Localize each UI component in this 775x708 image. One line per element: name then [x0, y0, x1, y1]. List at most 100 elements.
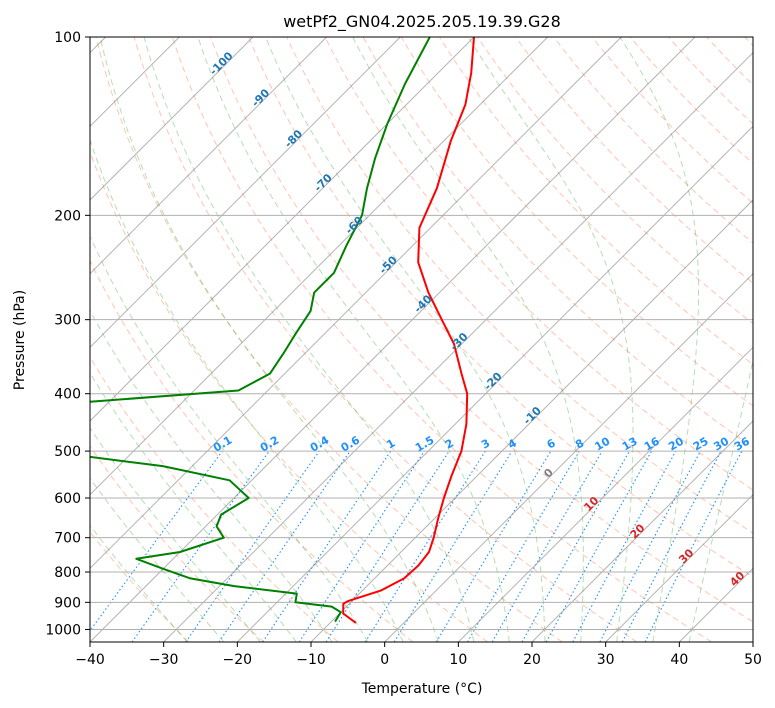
- mixing-ratio-label: 6: [545, 436, 558, 451]
- moist-adiabat: [90, 524, 188, 642]
- dry-adiabat: [744, 37, 753, 47]
- wet-bulb-label: 20: [628, 521, 648, 541]
- background-lines: [90, 37, 753, 642]
- x-tick-label: −30: [149, 652, 179, 668]
- isotherm-line: [90, 37, 328, 275]
- dewpoint-line: [90, 37, 431, 623]
- dry-adiabat: [90, 150, 488, 642]
- dry-adiabat: [90, 531, 190, 642]
- mixing-ratio-line: [572, 450, 677, 642]
- y-tick-label: 200: [54, 208, 81, 224]
- x-tick-label: 30: [597, 652, 615, 668]
- moist-adiabat: [90, 235, 369, 642]
- x-axis-label: Temperature (°C): [361, 681, 483, 697]
- mixing-ratio-line: [545, 450, 653, 642]
- y-tick-label: 1000: [45, 622, 81, 638]
- y-tick-label: 400: [54, 387, 81, 403]
- dry-adiabat: [362, 37, 753, 449]
- isotherm-line: [605, 493, 753, 642]
- isotherm-line: [90, 37, 696, 642]
- isotherm-line: [678, 567, 753, 642]
- isotherm-line: [236, 125, 753, 642]
- mixing-ratio-line: [435, 450, 552, 642]
- moist-adiabat: [90, 477, 225, 642]
- moist-adiabat: [352, 37, 584, 642]
- y-tick-label: 700: [54, 531, 81, 547]
- mixing-ratio-label: 1: [384, 437, 397, 452]
- x-tick-label: −10: [296, 652, 326, 668]
- mixing-ratio-line: [599, 450, 701, 642]
- moist-adiabat: [467, 37, 634, 642]
- moist-adiabat: [90, 138, 404, 642]
- isotherm-line: [90, 37, 622, 570]
- plot-frame: [89, 36, 754, 643]
- x-tick-label: 20: [523, 652, 541, 668]
- dry-adiabat: [515, 37, 753, 284]
- mixing-ratio-line: [90, 450, 223, 632]
- dry-adiabat: [95, 37, 563, 642]
- dry-adiabat: [90, 356, 339, 642]
- mixing-ratio-label: 3: [479, 437, 492, 452]
- dry-adiabat: [90, 445, 264, 642]
- mixing-ratio-line: [325, 450, 450, 642]
- dry-adiabat: [90, 259, 414, 642]
- dry-adiabat: [286, 37, 753, 534]
- dry-adiabat: [438, 37, 753, 366]
- mixing-ratio-line: [393, 450, 513, 642]
- isotherm-line: [90, 37, 254, 201]
- isotherm-line: [752, 641, 753, 642]
- y-tick-label: 800: [54, 565, 81, 581]
- isotherm-label: -90: [249, 86, 272, 109]
- axes: −40 −30 −20 −10 0 10 20 30 40 50 100 200 300 400 500 60…: [45, 30, 762, 668]
- isotherm-label: -20: [481, 370, 504, 393]
- dry-adiabat: [400, 37, 753, 407]
- isotherm-label: -60: [343, 214, 366, 237]
- x-tick-label: 10: [449, 652, 467, 668]
- mixing-ratio-line: [185, 450, 320, 642]
- moist-adiabat: [197, 37, 510, 642]
- temperature-line: [342, 37, 475, 624]
- isotherm-line: [90, 37, 475, 422]
- moist-adiabat: [90, 427, 261, 642]
- isotherm-label: -80: [282, 127, 305, 150]
- mixing-ratio-line: [521, 450, 630, 642]
- moist-adiabat: [619, 37, 699, 642]
- dry-adiabat: [629, 37, 753, 165]
- mixing-ratio-line: [218, 450, 351, 642]
- y-axis-label: Pressure (hPa): [12, 290, 28, 390]
- y-tick-label: 100: [54, 30, 81, 46]
- x-tick-label: 50: [744, 652, 762, 668]
- dry-adiabat: [706, 37, 753, 86]
- dry-adiabat: [133, 37, 638, 642]
- moist-adiabat: [265, 37, 546, 642]
- isotherm-line: [90, 37, 401, 349]
- x-tick-label: 40: [670, 652, 688, 668]
- dry-adiabat: [477, 37, 753, 325]
- y-tick-label: 900: [54, 595, 81, 611]
- mixing-ratio-line: [644, 450, 743, 642]
- x-tick-label: −40: [75, 652, 105, 668]
- dry-adiabat: [591, 37, 753, 204]
- isotherm-line: [163, 51, 753, 642]
- mixing-ratio-line: [131, 450, 270, 642]
- grid: [90, 36, 753, 630]
- isotherm-label: -50: [377, 253, 400, 276]
- mixing-ratio-line: [298, 450, 425, 642]
- isotherm-label: -100: [207, 49, 236, 78]
- wet-bulb-label: 30: [676, 546, 696, 566]
- y-tick-label: 500: [54, 444, 81, 460]
- isotherm-line: [531, 420, 753, 642]
- chart-title: wetPf2_GN04.2025.205.19.39.G28: [283, 12, 561, 32]
- dry-adiabat: [553, 37, 753, 244]
- moist-adiabat: [143, 37, 475, 642]
- mixing-ratio-line: [262, 450, 392, 642]
- isotherm-line: [90, 37, 549, 496]
- isotherm-line: [310, 199, 753, 642]
- y-tick-label: 600: [54, 491, 81, 507]
- wet-bulb-label: 10: [581, 494, 601, 514]
- isotherm-label: -30: [447, 330, 470, 353]
- isotherm-label: -40: [411, 292, 434, 315]
- moist-adiabat: [99, 37, 439, 642]
- y-tick-label: 300: [54, 313, 81, 329]
